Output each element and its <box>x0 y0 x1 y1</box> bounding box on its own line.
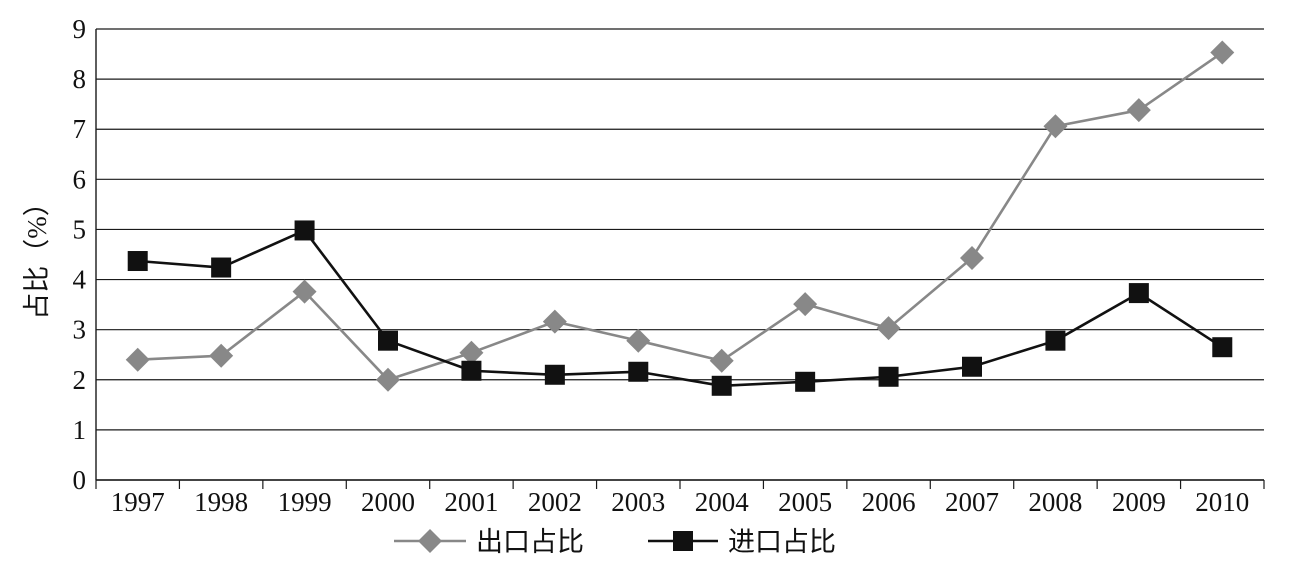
y-tick-label: 9 <box>73 14 87 44</box>
data-point-square <box>294 220 315 241</box>
data-point-square <box>795 371 816 392</box>
x-tick-label: 1997 <box>111 487 165 517</box>
data-point-square <box>878 366 899 387</box>
legend: 出口占比 进口占比 <box>394 527 836 557</box>
data-point-square <box>544 364 565 385</box>
data-point-diamond <box>626 328 651 353</box>
data-point-square <box>461 360 482 381</box>
data-point-square <box>1045 330 1066 351</box>
x-tick-label: 2007 <box>945 487 999 517</box>
x-tick-label: 1999 <box>278 487 332 517</box>
data-point-diamond <box>542 309 567 334</box>
y-axis-title: 占比（%） <box>22 189 52 320</box>
y-tick-label: 4 <box>73 265 87 295</box>
x-tick-label: 2002 <box>528 487 582 517</box>
series-line-2 <box>137 229 1223 388</box>
legend-marker-diamond <box>418 529 442 553</box>
y-tick-label: 6 <box>73 164 87 194</box>
series-markers <box>125 40 1235 396</box>
data-point-square <box>711 375 732 396</box>
legend-marker-square <box>673 531 693 551</box>
x-tick-label: 2006 <box>862 487 916 517</box>
y-tick-label: 0 <box>73 465 87 495</box>
data-point-square <box>962 356 982 377</box>
series-lines <box>137 51 1224 388</box>
data-point-diamond <box>876 316 901 341</box>
x-tick-label: 2010 <box>1195 487 1249 517</box>
data-point-square <box>378 330 398 351</box>
y-tick-label: 2 <box>73 365 87 395</box>
gridlines <box>96 28 1264 481</box>
data-point-square <box>1212 337 1233 358</box>
x-tick-label: 2003 <box>611 487 665 517</box>
data-point-diamond <box>125 347 150 372</box>
data-point-diamond <box>1210 40 1235 65</box>
data-point-diamond <box>459 340 484 365</box>
data-point-diamond <box>1043 114 1068 139</box>
data-point-diamond <box>960 246 984 271</box>
legend-label-2: 进口占比 <box>728 527 836 557</box>
x-tick-label: 2008 <box>1028 487 1082 517</box>
legend-label-1: 出口占比 <box>476 527 584 557</box>
data-point-square <box>628 361 649 382</box>
axes: 0 1 2 3 4 5 6 7 8 9 1997 1998 1999 2000 2001 2002 2003 20… <box>73 14 1265 517</box>
x-tick-label: 2005 <box>778 487 832 517</box>
y-tick-label: 1 <box>73 415 87 445</box>
data-point-square <box>211 257 232 278</box>
data-point-square <box>1128 283 1149 304</box>
x-tick-label: 2009 <box>1112 487 1166 517</box>
series-line-1 <box>137 51 1224 382</box>
x-tick-label: 2000 <box>361 487 415 517</box>
data-point-diamond <box>292 279 317 304</box>
y-tick-label: 8 <box>73 64 87 94</box>
data-point-diamond <box>1126 98 1151 123</box>
x-tick-label: 2001 <box>444 487 498 517</box>
data-point-diamond <box>709 348 734 373</box>
y-tick-label: 3 <box>73 315 87 345</box>
x-tick-label: 1998 <box>194 487 248 517</box>
data-point-square <box>127 251 148 272</box>
y-tick-label: 7 <box>73 114 87 144</box>
y-tick-label: 5 <box>73 214 87 244</box>
data-point-diamond <box>209 343 234 368</box>
data-point-diamond <box>376 367 400 392</box>
x-tick-label: 2004 <box>695 487 750 517</box>
data-point-diamond <box>793 292 818 317</box>
